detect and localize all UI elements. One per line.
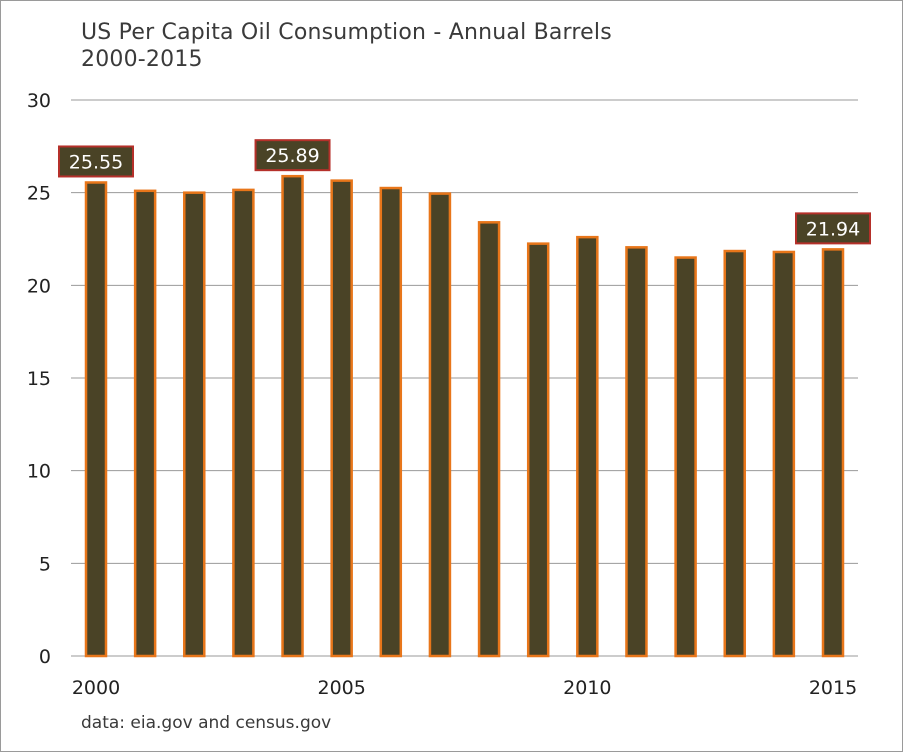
data-label: 25.55 xyxy=(69,151,123,173)
x-tick-label: 2005 xyxy=(317,677,365,699)
bars xyxy=(84,174,845,658)
y-tick-label: 30 xyxy=(27,90,51,112)
bar xyxy=(477,221,501,658)
y-tick-label: 10 xyxy=(27,461,51,483)
data-label-box xyxy=(58,145,134,178)
source-note: data: eia.gov and census.gov xyxy=(81,713,332,733)
x-tick-label: 2015 xyxy=(809,677,857,699)
data-labels: 25.55 25.89 21.94 xyxy=(58,139,871,245)
bar xyxy=(330,179,353,658)
y-tick-label: 5 xyxy=(39,553,51,575)
y-tick-label: 15 xyxy=(27,368,51,390)
x-tick-label: 2000 xyxy=(72,677,120,699)
chart-subtitle: 2000-2015 xyxy=(81,47,203,72)
bar xyxy=(772,250,796,658)
bar xyxy=(821,248,845,658)
y-axis-ticks: 0 5 10 15 20 25 30 xyxy=(27,90,51,668)
data-label: 21.94 xyxy=(806,218,860,240)
x-tick-label: 2010 xyxy=(563,677,611,699)
bar xyxy=(674,256,697,658)
data-label-box xyxy=(795,212,871,245)
bar xyxy=(723,249,746,658)
bar xyxy=(133,189,157,658)
bar xyxy=(526,242,550,658)
bar xyxy=(625,246,648,658)
chart-title-block: US Per Capita Oil Consumption - Annual B… xyxy=(81,19,612,73)
data-label: 25.89 xyxy=(265,145,319,167)
bar xyxy=(84,181,108,658)
y-tick-label: 25 xyxy=(27,183,51,205)
bar xyxy=(576,235,599,658)
y-tick-label: 0 xyxy=(39,646,51,668)
chart-title: US Per Capita Oil Consumption - Annual B… xyxy=(81,20,612,45)
x-axis-ticks: 2000 2005 2010 2015 xyxy=(72,677,857,699)
bar xyxy=(281,174,304,658)
bar xyxy=(428,192,452,658)
data-label-box xyxy=(254,139,331,172)
bar xyxy=(232,188,255,658)
bar xyxy=(183,191,206,658)
bar xyxy=(379,186,403,658)
y-tick-label: 20 xyxy=(27,275,51,297)
